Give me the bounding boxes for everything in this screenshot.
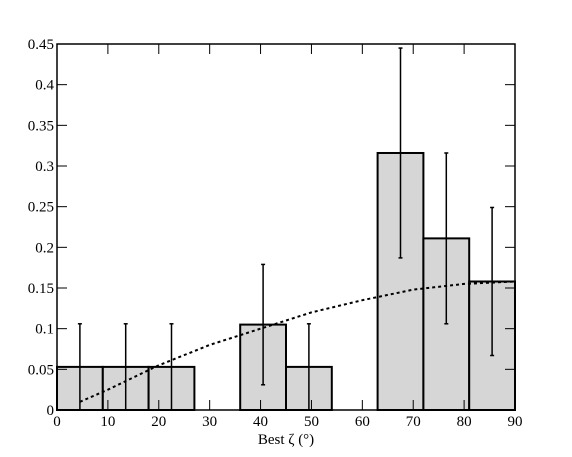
x-tick-label: 0 [53,414,61,430]
x-tick-label: 20 [151,414,166,430]
y-tick-label: 0.45 [28,37,54,53]
y-tick-label: 0.25 [28,200,54,216]
y-tick-label: 0.3 [35,159,54,175]
x-tick-label: 80 [457,414,472,430]
x-tick-label: 40 [253,414,268,430]
y-tick-label: 0.1 [35,322,54,338]
error-bar [398,47,403,259]
plot-frame [56,43,516,411]
y-tick-label: 0.2 [35,240,54,256]
x-tick-label: 50 [304,414,319,430]
x-tick-label: 10 [100,414,115,430]
y-tick-label: 0.35 [28,118,54,134]
error-bar [490,206,495,357]
x-tick-label: 30 [202,414,217,430]
y-tick-label: 0.4 [35,78,54,94]
x-tick-label: 60 [355,414,370,430]
x-axis-label: Best ζ (°) [258,432,314,448]
y-tick-label: 0.05 [28,362,54,378]
x-tick-label: 70 [406,414,421,430]
error-bar [261,263,266,386]
x-tick-label: 90 [508,414,523,430]
y-tick-label: 0.15 [28,281,54,297]
fit-curve [79,280,516,403]
y-tick-label: 0 [47,403,55,419]
error-bar [444,152,449,325]
